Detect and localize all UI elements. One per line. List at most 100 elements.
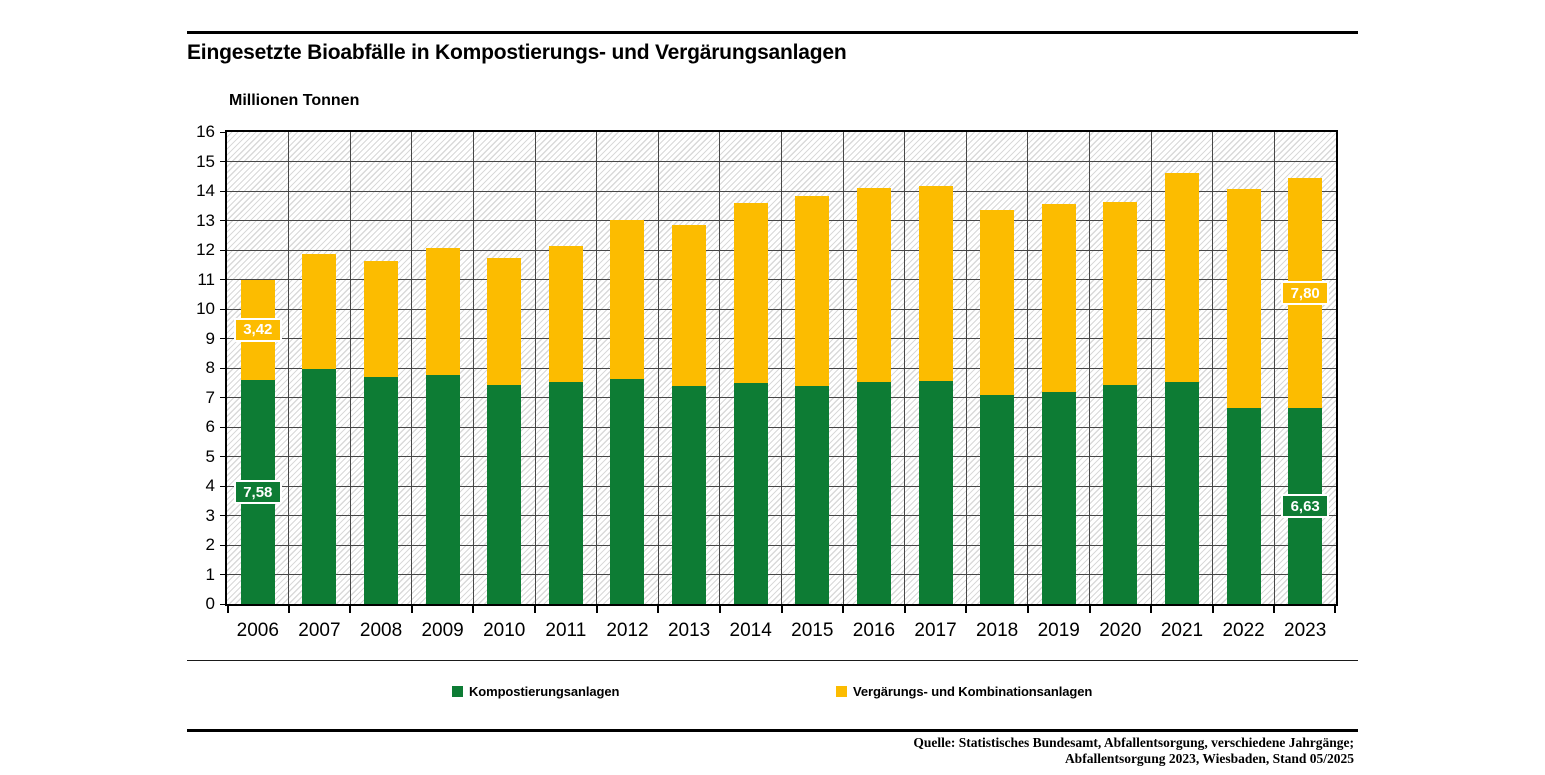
bar-segment-2014-kompostierung xyxy=(733,383,768,604)
y-axis-tick xyxy=(220,279,227,280)
y-axis-tick xyxy=(220,161,227,162)
x-axis-label: 2012 xyxy=(606,620,649,641)
data-label-2006: 3,42 xyxy=(233,317,282,342)
gridline-vertical xyxy=(719,132,721,604)
plot-grid: 0 1 2 3 4 5 6 7 8 9 10 11 12 13 14 15 16 2006 2007 2008 2009… xyxy=(196,122,1336,641)
bar-segment-2012-vergaerung xyxy=(610,220,645,379)
bar-segment-2018-kompostierung xyxy=(980,394,1015,604)
y-axis-label: 3 xyxy=(205,505,215,525)
y-axis-tick xyxy=(220,190,227,192)
bar-segment-2011-kompostierung xyxy=(548,381,583,604)
x-axis-label: 2022 xyxy=(1222,620,1265,641)
x-axis-label: 2007 xyxy=(298,620,341,641)
x-axis-label: 2019 xyxy=(1037,620,1080,641)
y-axis-label: 14 xyxy=(196,181,215,200)
bar-segment-2008-kompostierung xyxy=(364,376,399,604)
gridline-vertical xyxy=(1273,132,1275,604)
x-axis-label: 2013 xyxy=(667,620,711,641)
gridline-vertical xyxy=(596,132,598,604)
x-axis-label: 2015 xyxy=(791,620,834,641)
legend-label: Kompostierungsanlagen xyxy=(469,684,620,699)
bar-segment-2019-vergaerung xyxy=(1041,203,1076,393)
gridline-vertical xyxy=(1212,132,1214,604)
gridline-vertical xyxy=(781,132,782,604)
gridline-vertical xyxy=(657,132,659,604)
y-axis-tick xyxy=(220,574,227,575)
gridline-vertical xyxy=(472,132,474,604)
y-axis-tick xyxy=(220,367,227,369)
bar-segment-2012-kompostierung xyxy=(610,378,645,604)
gridline-vertical xyxy=(1089,132,1091,604)
bar-segment-2009-kompostierung xyxy=(425,375,460,604)
y-axis-label: 8 xyxy=(205,358,215,377)
y-axis-tick xyxy=(220,249,227,251)
legend-label: Vergärungs- und Kombinationsanlagen xyxy=(853,684,1093,699)
x-axis-label: 2010 xyxy=(483,620,526,641)
data-label-2023: 6,63 xyxy=(1281,494,1330,519)
bar-segment-2007-kompostierung xyxy=(302,369,337,604)
x-axis-label: 2014 xyxy=(729,620,772,641)
y-axis-label: 5 xyxy=(205,446,215,466)
x-axis-label: 2020 xyxy=(1099,620,1142,641)
x-axis-label: 2021 xyxy=(1160,620,1204,641)
y-axis-tick xyxy=(220,515,227,516)
x-axis-tick xyxy=(903,606,906,613)
gridline-vertical xyxy=(965,132,967,604)
source-note: Quelle: Statistisches Bundesamt, Abfalle… xyxy=(913,735,1354,767)
y-axis-tick xyxy=(220,397,227,398)
data-label-2023: 7,80 xyxy=(1281,281,1330,306)
bar-segment-2010-vergaerung xyxy=(487,258,522,385)
bar-segment-2015-kompostierung xyxy=(795,385,830,604)
gridline-vertical xyxy=(1027,132,1029,604)
bar-segment-2019-kompostierung xyxy=(1041,392,1076,604)
x-axis-label: 2008 xyxy=(359,620,403,641)
gridline-vertical xyxy=(534,132,536,604)
x-axis-tick xyxy=(965,606,968,613)
x-axis-tick xyxy=(1026,606,1029,613)
y-axis-tick xyxy=(220,456,227,457)
bar-segment-2021-kompostierung xyxy=(1164,381,1199,604)
bar-segment-2021-vergaerung xyxy=(1164,172,1199,382)
y-axis-tick xyxy=(220,426,227,428)
y-axis-label: 13 xyxy=(196,210,215,230)
y-axis-label: 2 xyxy=(205,535,215,554)
bar-segment-2016-kompostierung xyxy=(856,382,891,604)
bar-segment-2022-vergaerung xyxy=(1226,188,1261,408)
y-axis-label: 1 xyxy=(205,564,215,584)
x-axis-tick xyxy=(1150,606,1153,613)
y-axis-tick xyxy=(220,220,227,221)
y-axis-label: 9 xyxy=(205,328,215,348)
y-axis-label: 4 xyxy=(205,476,215,495)
y-axis-label: 15 xyxy=(196,151,215,171)
y-axis-tick xyxy=(220,131,227,133)
data-label-2006: 7,58 xyxy=(233,480,282,505)
x-axis-tick xyxy=(718,606,721,613)
y-axis-tick xyxy=(220,485,227,487)
bar-segment-2017-vergaerung xyxy=(918,185,953,381)
x-axis-label: 2009 xyxy=(421,620,464,641)
x-axis-label: 2011 xyxy=(545,620,587,641)
y-axis-label: 12 xyxy=(196,240,215,259)
x-axis-tick xyxy=(657,606,660,613)
legend-item-vergaerungsanlagen: Vergärungs- und Kombinationsanlagen xyxy=(836,684,1092,699)
bar-segment-2020-kompostierung xyxy=(1103,384,1138,604)
x-axis-tick xyxy=(1334,606,1336,613)
y-axis-label: 10 xyxy=(196,299,215,318)
bar-segment-2008-vergaerung xyxy=(364,261,399,377)
page-title: Eingesetzte Bioabfälle in Kompostierungs… xyxy=(187,41,847,64)
bar-segment-2013-vergaerung xyxy=(672,224,707,387)
x-axis-label: 2017 xyxy=(914,620,957,641)
y-axis-label: 6 xyxy=(205,417,215,436)
x-axis-tick xyxy=(595,606,598,613)
y-axis-tick xyxy=(220,603,227,605)
bar-segment-2011-vergaerung xyxy=(548,246,583,382)
x-axis-tick xyxy=(780,606,783,613)
x-axis-tick xyxy=(472,606,475,613)
x-axis-tick xyxy=(287,606,290,613)
x-axis-tick xyxy=(1088,606,1091,613)
x-axis-label: 2016 xyxy=(852,620,896,641)
x-axis-label: 2006 xyxy=(236,620,279,641)
bar-segment-2007-vergaerung xyxy=(302,254,337,370)
x-axis-tick xyxy=(227,606,229,613)
